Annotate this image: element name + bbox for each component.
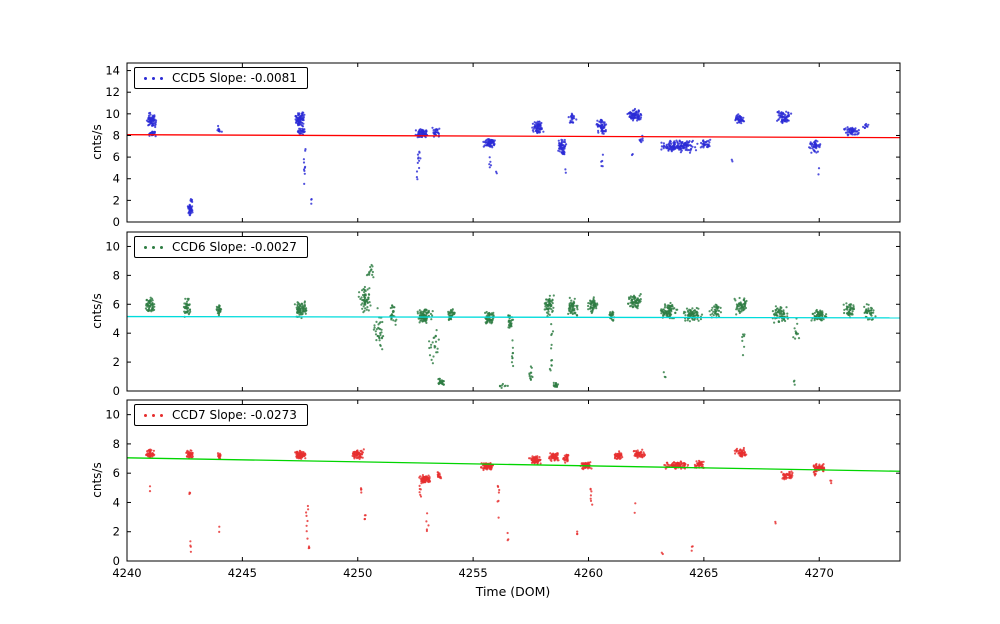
y-tick-label: 4 <box>113 172 120 186</box>
y-tick-label: 12 <box>105 85 120 99</box>
y-tick-label: 2 <box>113 525 120 539</box>
x-tick-label: 4240 <box>112 566 141 580</box>
ticks <box>126 232 900 392</box>
panel-1: 0 2 4 6 8 10 <box>105 231 901 398</box>
y-axis-label-ccd6: cnts/s <box>90 293 104 329</box>
y-tick-label: 8 <box>113 128 120 142</box>
x-tick-label: 4250 <box>343 566 372 580</box>
axes-frame <box>126 62 901 223</box>
ticks <box>126 63 900 223</box>
x-tick-label: 4265 <box>689 566 718 580</box>
x-tick-label: 4260 <box>574 566 603 580</box>
x-axis-label: Time (DOM) <box>475 584 551 599</box>
x-tick-label: 4245 <box>228 566 257 580</box>
y-tick-label: 4 <box>113 326 120 340</box>
trend-line <box>127 134 900 139</box>
legend-label-ccd7: CCD7 Slope: -0.0273 <box>172 408 297 422</box>
y-axis-label-ccd5: cnts/s <box>90 124 104 160</box>
trend-line <box>127 457 900 472</box>
legend-marker-ccd6 <box>144 245 163 249</box>
y-tick-label: 4 <box>113 495 120 509</box>
y-tick-label: 10 <box>105 107 120 121</box>
y-tick-label: 10 <box>105 239 120 253</box>
x-tick-label: 4255 <box>458 566 487 580</box>
y-tick-label: 8 <box>113 437 120 451</box>
y-tick-label: 14 <box>105 64 120 78</box>
panel-0: 0 2 4 6 8 10 12 14 <box>105 62 901 229</box>
y-tick-label: 0 <box>113 554 120 568</box>
y-tick-label: 6 <box>113 466 120 480</box>
legend-label-ccd6: CCD6 Slope: -0.0027 <box>172 240 297 254</box>
axes-frame <box>126 399 901 562</box>
trend-line <box>127 315 900 319</box>
y-tick-label: 0 <box>113 215 120 229</box>
legend-ccd6: CCD6 Slope: -0.0027 <box>134 236 308 258</box>
axes-frame <box>126 231 901 392</box>
legend-marker-ccd7 <box>144 413 163 417</box>
panel-2: 4240 4245 4250 4255 4260 4265 4270 0 2 4 6 8 10 <box>105 399 901 580</box>
legend-ccd7: CCD7 Slope: -0.0273 <box>134 404 308 426</box>
ticks <box>126 400 900 562</box>
y-tick-label: 6 <box>113 150 120 164</box>
y-tick-label: 10 <box>105 408 120 422</box>
legend-marker-ccd5 <box>144 76 163 80</box>
legend-label-ccd5: CCD5 Slope: -0.0081 <box>172 71 297 85</box>
y-tick-label: 8 <box>113 268 120 282</box>
y-tick-label: 2 <box>113 193 120 207</box>
scatter-points <box>145 107 870 217</box>
y-tick-label: 6 <box>113 297 120 311</box>
y-axis-label-ccd7: cnts/s <box>90 462 104 498</box>
scatter-points <box>144 263 877 389</box>
y-tick-label: 2 <box>113 355 120 369</box>
y-tick-label: 0 <box>113 384 120 398</box>
x-tick-label: 4270 <box>805 566 834 580</box>
scatter-points <box>145 446 833 556</box>
legend-ccd5: CCD5 Slope: -0.0081 <box>134 67 308 89</box>
